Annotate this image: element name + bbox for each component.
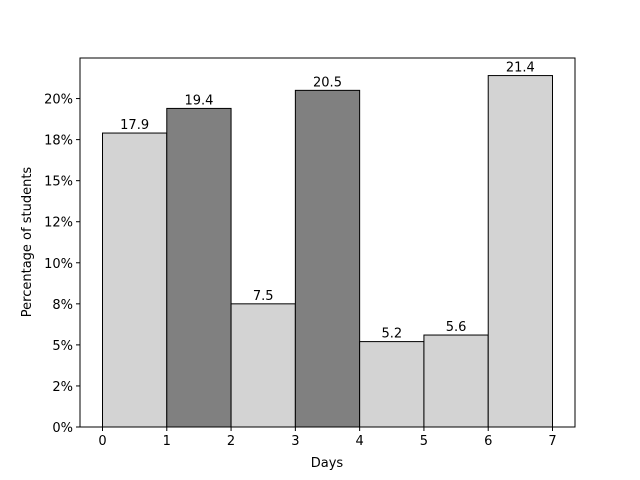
bar bbox=[359, 341, 425, 428]
y-axis-label: Percentage of students bbox=[20, 167, 35, 318]
y-tick-label: 20% bbox=[44, 93, 73, 108]
bar bbox=[166, 107, 232, 428]
y-tick-label: 5% bbox=[52, 339, 73, 354]
y-tick-label: 2% bbox=[52, 380, 73, 395]
data-label: 5.2 bbox=[381, 327, 402, 342]
x-tick-label: 7 bbox=[548, 434, 556, 449]
x-tick-label: 0 bbox=[98, 434, 106, 449]
bar bbox=[230, 303, 296, 428]
bar bbox=[487, 75, 554, 428]
data-label: 19.4 bbox=[184, 93, 213, 108]
x-tick-label: 2 bbox=[227, 434, 235, 449]
bar bbox=[102, 132, 168, 428]
y-tick-label: 0% bbox=[52, 421, 73, 436]
y-tick-label: 10% bbox=[44, 257, 73, 272]
data-label: 7.5 bbox=[253, 289, 274, 304]
y-tick-label: 15% bbox=[44, 175, 73, 190]
y-tick-label: 18% bbox=[44, 134, 73, 149]
data-label: 5.6 bbox=[446, 320, 467, 335]
x-tick-label: 4 bbox=[356, 434, 364, 449]
x-tick-label: 6 bbox=[484, 434, 492, 449]
data-label: 20.5 bbox=[313, 75, 342, 90]
bar bbox=[423, 334, 489, 428]
y-tick-label: 12% bbox=[44, 216, 73, 231]
y-tick-label: 8% bbox=[52, 298, 73, 313]
x-tick-label: 5 bbox=[420, 434, 428, 449]
x-tick-label: 3 bbox=[291, 434, 299, 449]
data-label: 21.4 bbox=[506, 61, 535, 76]
x-tick-label: 1 bbox=[163, 434, 171, 449]
plot-frame bbox=[79, 57, 576, 428]
bar bbox=[294, 89, 361, 428]
data-label: 17.9 bbox=[120, 118, 149, 133]
x-axis-label: Days bbox=[311, 456, 344, 471]
